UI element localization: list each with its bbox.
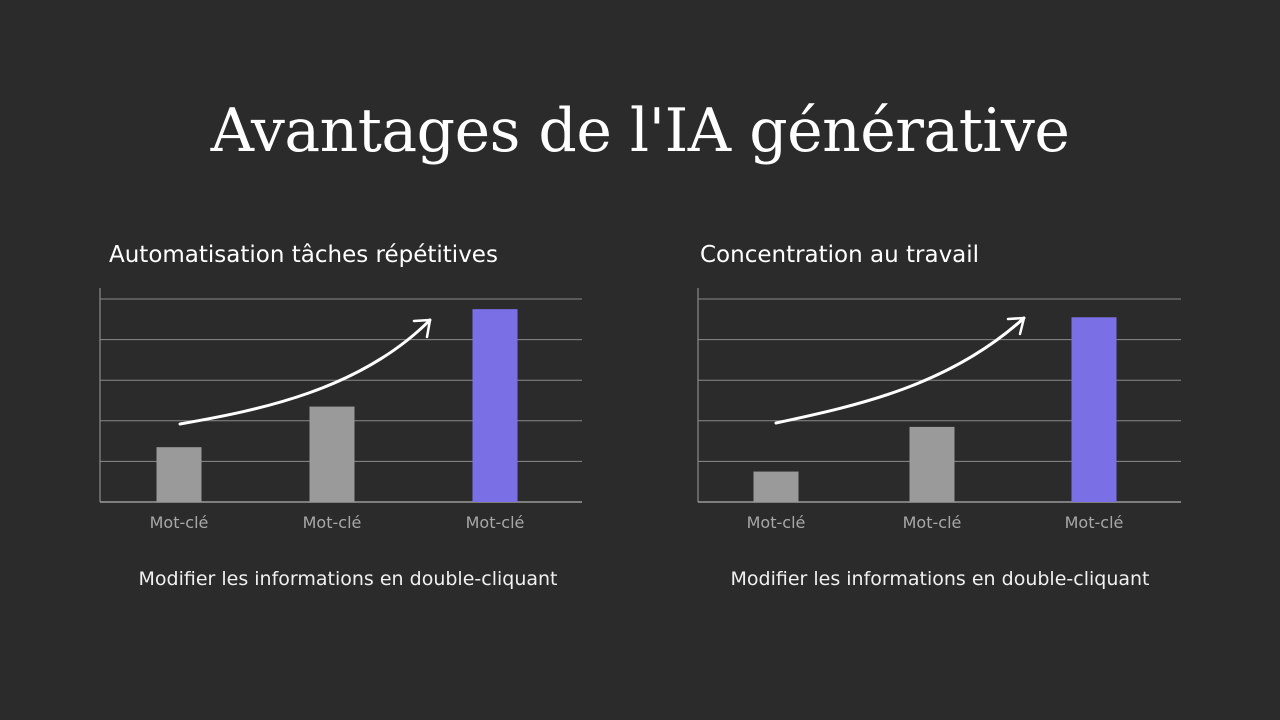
- bar[interactable]: [156, 447, 202, 502]
- chart-2: Mot-clé Mot-clé Mot-clé: [697, 288, 1181, 532]
- bar[interactable]: [472, 309, 518, 502]
- arrow-head-icon: [412, 318, 432, 339]
- x-tick-label: Mot-clé: [1065, 513, 1124, 532]
- chart-1: Mot-clé Mot-clé Mot-clé: [99, 288, 582, 532]
- arrow-head-icon: [1006, 316, 1026, 336]
- x-tick-label: Mot-clé: [150, 513, 209, 532]
- chart-2-caption: Modifier les informations en double-cliq…: [730, 568, 1150, 590]
- chart-2-title: Concentration au travail: [700, 242, 980, 268]
- trend-arrow-icon: [178, 318, 432, 426]
- x-tick-label: Mot-clé: [747, 513, 806, 532]
- bar[interactable]: [753, 471, 799, 502]
- chart-1-title: Automatisation tâches répétitives: [109, 242, 498, 268]
- bar[interactable]: [309, 406, 355, 502]
- slide-title: Avantages de l'IA générative: [210, 96, 1070, 166]
- x-tick-label: Mot-clé: [466, 513, 525, 532]
- trend-arrow-icon: [774, 316, 1026, 425]
- x-tick-label: Mot-clé: [303, 513, 362, 532]
- chart-1-caption: Modifier les informations en double-cliq…: [138, 568, 558, 590]
- bar[interactable]: [1071, 317, 1117, 502]
- x-tick-label: Mot-clé: [903, 513, 962, 532]
- bar[interactable]: [909, 426, 955, 502]
